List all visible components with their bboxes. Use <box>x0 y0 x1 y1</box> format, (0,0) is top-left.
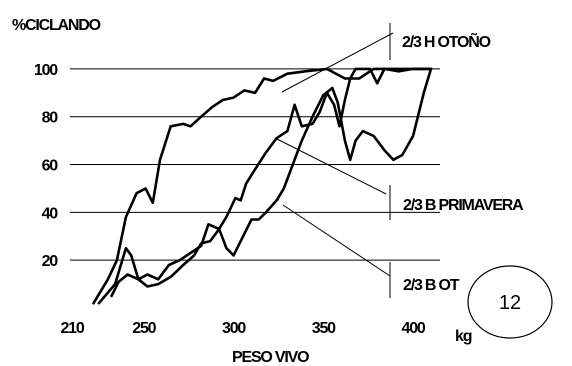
leader-b-otono <box>282 204 391 277</box>
gridlines <box>70 68 440 261</box>
annotation-h-otono: 2/3 H OTOÑO <box>402 31 491 51</box>
leader-h-otono <box>281 32 394 93</box>
annotation-b-primavera: 2/3 B PRIMAVERA <box>403 197 524 214</box>
page-number-badge <box>467 265 553 339</box>
x-unit-label: kg <box>455 328 472 345</box>
series-line-3 <box>110 67 433 298</box>
x-tick-300: 300 <box>222 320 246 337</box>
annotation-leaders <box>274 23 394 298</box>
series-line-2 <box>97 67 433 305</box>
x-axis-label: PESO VIVO <box>232 349 309 366</box>
annotation-b-otono: 2/3 B OT <box>403 277 460 294</box>
series-line-1 <box>92 67 433 305</box>
y-tick-100: 100 <box>34 62 58 79</box>
y-tick-80: 80 <box>42 110 59 127</box>
y-tick-20: 20 <box>42 253 59 270</box>
x-tick-210: 210 <box>60 320 84 337</box>
y-tick-60: 60 <box>42 158 59 175</box>
leader-b-primavera <box>274 137 387 195</box>
y-tick-labels: 20 40 60 80 100 <box>34 62 60 270</box>
x-tick-400: 400 <box>402 320 426 337</box>
y-axis-label: %CICLANDO <box>12 17 101 34</box>
page-number-text: 12 <box>499 292 521 314</box>
series-lines <box>92 67 433 305</box>
y-tick-40: 40 <box>42 205 59 222</box>
x-tick-labels: 210 250 300 350 400 <box>60 320 427 337</box>
x-tick-250: 250 <box>132 320 156 337</box>
x-tick-350: 350 <box>312 320 336 337</box>
